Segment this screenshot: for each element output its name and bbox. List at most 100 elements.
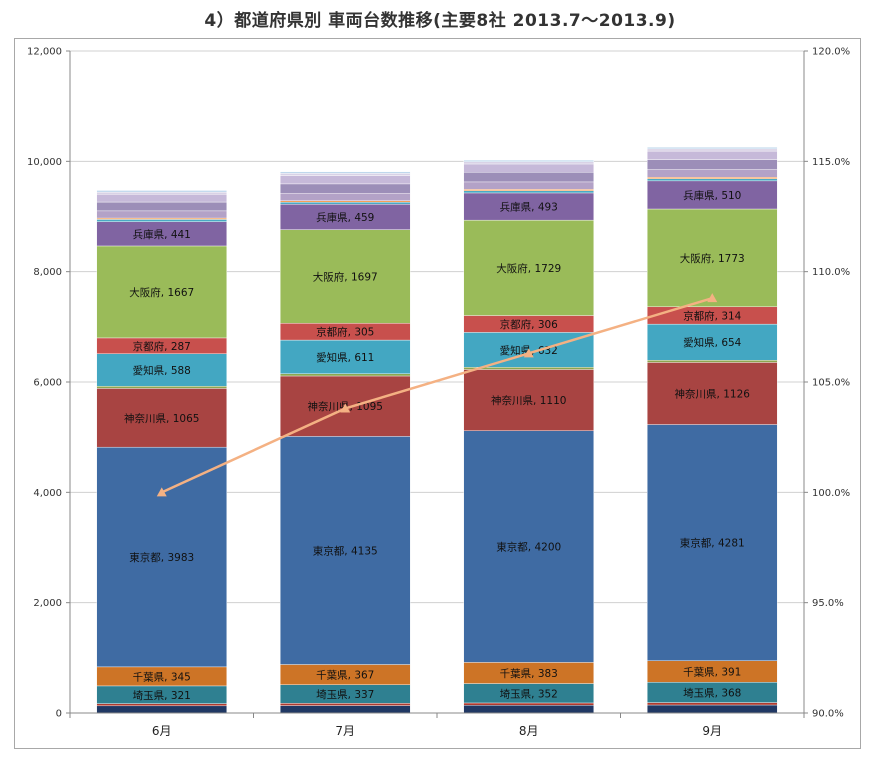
bar-segment: [647, 159, 778, 170]
bar-segment: [463, 181, 594, 190]
segment-label: 兵庫県, 441: [133, 228, 191, 241]
ratio-point-marker: [707, 293, 718, 303]
bar-segment: [647, 208, 778, 308]
bar-segment: [96, 703, 227, 707]
right-tick-label: 95.0%: [812, 598, 844, 609]
x-tick-label: 7月: [335, 724, 355, 738]
left-tick-label: 12,000: [27, 47, 62, 58]
left-tick-label: 6,000: [33, 378, 62, 389]
segment-label: 東京都, 4135: [313, 544, 378, 557]
segment-label: 神奈川県, 1065: [124, 412, 199, 425]
x-tick-label: 6月: [152, 724, 172, 738]
segment-label: 愛知県, 588: [133, 364, 191, 377]
segment-label: 埼玉県, 368: [683, 686, 741, 699]
bar-segment: [280, 229, 411, 324]
segment-label: 愛知県, 654: [683, 336, 742, 349]
bar-segment: [647, 169, 778, 178]
x-tick-label: 8月: [519, 724, 539, 738]
bar-segment: [463, 702, 594, 706]
segment-label: 千葉県, 345: [133, 670, 191, 683]
x-tick-label: 9月: [702, 724, 722, 738]
segment-label: 兵庫県, 493: [500, 201, 558, 214]
bar-segment: [647, 362, 778, 425]
segment-label: 京都府, 306: [500, 318, 559, 331]
bar-segment: [96, 190, 227, 193]
ratio-point-marker: [156, 487, 167, 497]
segment-label: 千葉県, 367: [316, 669, 374, 682]
segment-label: 大阪府, 1773: [680, 252, 745, 265]
bar-segment: [280, 175, 411, 185]
bar-segment: [463, 190, 594, 194]
segment-label: 神奈川県, 1126: [675, 387, 751, 400]
right-tick-label: 115.0%: [812, 157, 850, 168]
bar-segment: [647, 150, 778, 160]
bar-segment: [463, 430, 594, 663]
bar-segment: [96, 210, 227, 219]
bar-segment: [280, 173, 411, 176]
bar-segment: [96, 388, 227, 448]
bar-segment: [647, 177, 778, 179]
bar-segment: [647, 178, 778, 182]
bar-segment: [463, 705, 594, 714]
bar-segment: [280, 339, 411, 374]
bar-segment: [96, 705, 227, 714]
right-tick-label: 105.0%: [812, 378, 850, 389]
bar-segment: [280, 705, 411, 714]
segment-label: 京都府, 287: [133, 340, 191, 353]
bar-segment: [280, 703, 411, 706]
bar-segment: [463, 159, 594, 162]
segment-label: 埼玉県, 337: [316, 688, 374, 701]
bar-segment: [96, 385, 227, 389]
bar-segment: [647, 424, 778, 661]
left-tick-label: 2,000: [33, 598, 62, 609]
ratio-point-marker: [340, 403, 351, 413]
segment-labels: 埼玉県, 321 千葉県, 345 東京都, 3983 神奈川県, 1065 愛知県, …: [124, 189, 750, 702]
segment-label: 大阪府, 1667: [129, 286, 194, 299]
bar-segment: [463, 161, 594, 165]
left-tick-label: 0: [56, 709, 62, 720]
ratio-line-path: [161, 296, 713, 494]
bar-segment: [96, 194, 227, 203]
segment-label: 東京都, 4200: [496, 541, 561, 554]
axes: 0 2,000 4,000 6,000 8,000 10,000 12,000 90.0% 95…: [27, 47, 850, 739]
bar-segment: [280, 201, 411, 205]
segment-label: 大阪府, 1729: [496, 262, 561, 275]
segment-label: 大阪府, 1697: [313, 270, 378, 283]
bar-segment: [280, 193, 411, 201]
bar-segment: [280, 204, 411, 230]
bar-segment: [96, 245, 227, 339]
segment-label: 埼玉県, 352: [500, 687, 558, 700]
bar-segment: [463, 172, 594, 183]
bar-segment: [96, 219, 227, 222]
bar-segment: [280, 436, 411, 665]
bar-segment: [463, 163, 594, 173]
bar-segment: [96, 221, 227, 247]
bar-segment: [463, 369, 594, 431]
left-tick-label: 4,000: [33, 488, 62, 499]
bar-segment: [647, 704, 778, 714]
bar-segment: [96, 446, 227, 668]
bar-segment: [280, 200, 411, 203]
right-tick-label: 90.0%: [812, 709, 844, 720]
bar-segment: [280, 373, 411, 377]
bar-segment: [647, 148, 778, 152]
segment-label: 兵庫県, 459: [316, 211, 374, 224]
bar-segment: [96, 217, 227, 220]
right-tick-label: 100.0%: [812, 488, 850, 499]
segment-label: 東京都, 4281: [680, 537, 745, 550]
bar-segment: [96, 201, 227, 212]
chart-title: 4）都道府県別 車両台数推移(主要8社 2013.7～2013.9): [204, 11, 676, 31]
left-tick-label: 8,000: [33, 267, 62, 278]
segment-label: 神奈川県, 1110: [491, 394, 566, 407]
bar-segment: [280, 171, 411, 174]
ratio-point-marker: [523, 348, 534, 358]
bar-segment: [96, 353, 227, 387]
bar-segment: [647, 147, 778, 150]
ratio-line: [156, 293, 718, 497]
bar-segment: [463, 189, 594, 191]
segment-label: 千葉県, 391: [683, 665, 741, 678]
left-tick-label: 10,000: [27, 157, 62, 168]
segment-label: 千葉県, 383: [500, 667, 558, 680]
bar-segment: [647, 702, 778, 706]
